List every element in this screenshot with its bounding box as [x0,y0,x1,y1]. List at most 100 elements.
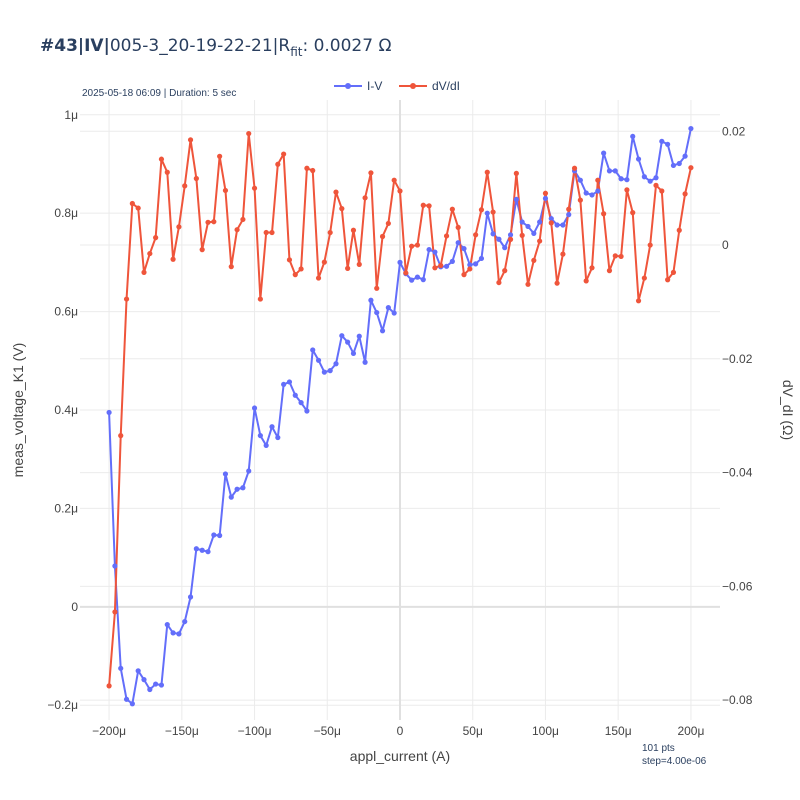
data-point-iv[interactable] [246,468,252,474]
data-point-dvdi[interactable] [362,195,368,201]
data-point-dvdi[interactable] [251,185,258,191]
data-point-dvdi[interactable] [397,188,403,194]
data-point-dvdi[interactable] [537,238,543,244]
data-point-iv[interactable] [193,546,199,552]
data-point-dvdi[interactable] [670,269,677,275]
data-point-iv[interactable] [374,309,380,316]
data-point-dvdi[interactable] [234,227,240,233]
data-point-iv[interactable] [187,594,194,600]
data-point-dvdi[interactable] [409,243,415,249]
data-point-dvdi[interactable] [519,232,525,238]
data-point-dvdi[interactable] [385,220,391,227]
data-point-iv[interactable] [345,339,351,345]
data-point-dvdi[interactable] [647,242,653,248]
data-point-iv[interactable] [467,262,473,268]
data-point-iv[interactable] [577,177,583,183]
data-point-iv[interactable] [321,369,327,375]
data-point-iv[interactable] [397,259,403,265]
data-point-dvdi[interactable] [566,206,572,212]
data-point-iv[interactable] [496,236,502,242]
data-point-iv[interactable] [170,630,176,636]
data-point-iv[interactable] [595,188,601,194]
data-point-dvdi[interactable] [217,153,223,159]
data-point-iv[interactable] [385,305,391,311]
data-point-iv[interactable] [263,442,269,449]
data-point-iv[interactable] [473,261,479,267]
data-point-dvdi[interactable] [112,609,118,615]
data-point-dvdi[interactable] [187,137,194,143]
data-point-iv[interactable] [327,368,333,374]
data-point-iv[interactable] [368,297,374,303]
data-point-iv[interactable] [531,230,537,236]
data-point-dvdi[interactable] [455,224,461,231]
data-point-iv[interactable] [589,192,595,198]
data-point-dvdi[interactable] [164,169,170,175]
data-point-dvdi[interactable] [141,269,147,275]
data-point-iv[interactable] [542,195,549,202]
data-point-dvdi[interactable] [106,683,112,689]
data-point-dvdi[interactable] [601,211,607,217]
data-point-iv[interactable] [449,258,455,264]
data-point-dvdi[interactable] [135,205,141,211]
data-point-iv[interactable] [426,246,432,253]
data-point-dvdi[interactable] [490,209,496,215]
data-point-dvdi[interactable] [211,219,217,225]
data-point-iv[interactable] [112,563,118,569]
data-point-dvdi[interactable] [507,236,514,242]
data-point-iv[interactable] [182,618,188,625]
data-point-dvdi[interactable] [414,242,421,248]
data-point-iv[interactable] [350,350,357,357]
data-point-iv[interactable] [478,255,485,262]
data-point-dvdi[interactable] [502,268,508,274]
data-point-iv[interactable] [507,232,514,238]
data-point-iv[interactable] [286,379,293,385]
data-point-iv[interactable] [601,150,607,156]
data-point-dvdi[interactable] [304,165,310,171]
data-point-iv[interactable] [420,277,426,283]
data-point-iv[interactable] [618,176,624,182]
data-point-dvdi[interactable] [443,233,450,239]
data-point-iv[interactable] [147,686,153,693]
data-point-dvdi[interactable] [478,207,485,213]
data-point-iv[interactable] [583,190,589,196]
data-point-dvdi[interactable] [560,251,566,257]
data-point-iv[interactable] [106,409,112,416]
data-point-dvdi[interactable] [158,156,165,162]
data-point-dvdi[interactable] [432,265,438,271]
data-point-iv[interactable] [391,310,397,316]
data-point-iv[interactable] [234,486,240,492]
data-point-iv[interactable] [123,696,130,702]
data-point-dvdi[interactable] [606,268,613,274]
data-point-iv[interactable] [676,160,682,167]
data-point-dvdi[interactable] [228,264,234,270]
data-point-iv[interactable] [484,210,490,216]
data-point-iv[interactable] [635,156,642,162]
data-point-dvdi[interactable] [321,259,327,265]
data-point-dvdi[interactable] [513,170,519,176]
data-point-iv[interactable] [251,405,258,411]
data-point-iv[interactable] [222,471,229,477]
data-point-dvdi[interactable] [246,130,252,137]
data-point-dvdi[interactable] [368,170,374,176]
data-point-iv[interactable] [379,328,386,334]
data-point-iv[interactable] [519,219,525,225]
data-point-dvdi[interactable] [612,253,618,259]
data-point-iv[interactable] [624,177,630,183]
data-point-dvdi[interactable] [327,229,333,236]
data-point-iv[interactable] [362,359,368,365]
data-point-dvdi[interactable] [205,219,211,225]
data-point-iv[interactable] [205,549,211,555]
data-point-iv[interactable] [176,631,182,637]
data-point-iv[interactable] [164,621,170,628]
data-point-iv[interactable] [554,222,560,228]
data-point-dvdi[interactable] [595,177,601,183]
data-point-dvdi[interactable] [310,167,316,174]
data-point-iv[interactable] [292,392,298,398]
data-point-dvdi[interactable] [548,220,554,226]
data-point-iv[interactable] [158,682,165,688]
data-point-dvdi[interactable] [240,216,246,223]
data-point-dvdi[interactable] [484,169,490,175]
data-point-iv[interactable] [141,677,147,683]
data-point-dvdi[interactable] [153,235,159,241]
data-point-dvdi[interactable] [682,191,688,197]
